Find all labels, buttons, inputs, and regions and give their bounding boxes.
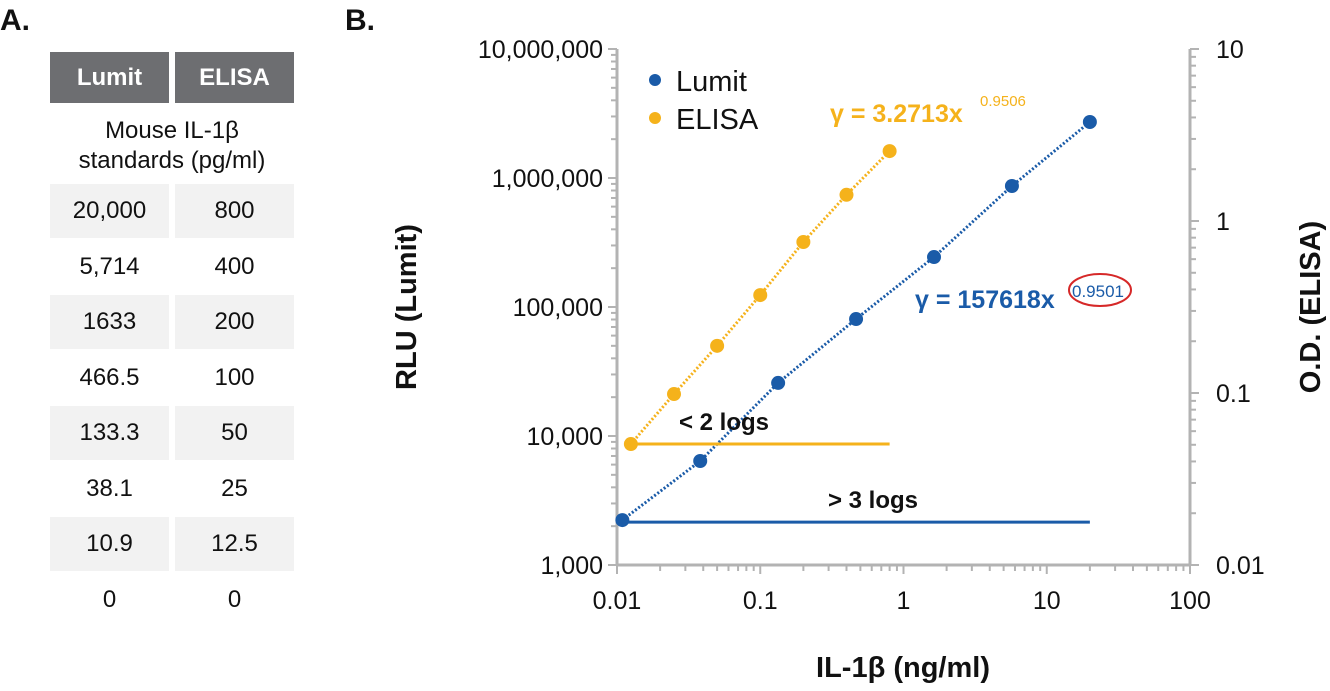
data-point-elisa — [667, 387, 682, 402]
data-point-lumit — [693, 454, 708, 469]
table-cell: 1633 — [50, 295, 169, 349]
data-point-lumit — [849, 312, 864, 327]
y-tick-label: 1,000,000 — [492, 165, 603, 193]
table-cell: 38.1 — [86, 474, 133, 502]
panel-b-label: B. — [345, 4, 375, 37]
data-point-lumit — [1004, 178, 1019, 193]
range-label-lumit: > 3 logs — [828, 487, 918, 514]
data-point-elisa — [839, 187, 854, 202]
legend-label-elisa: ELISA — [676, 104, 759, 136]
data-point-elisa — [882, 144, 897, 159]
subheader-line2: standards (pg/ml) — [78, 147, 266, 174]
x-tick-label: 100 — [1169, 587, 1211, 615]
y2-tick-label: 1 — [1216, 208, 1230, 236]
subheader-line1: Mouse IL-1β — [105, 117, 239, 144]
legend-marker-elisa — [649, 112, 661, 124]
y-tick-label: 10,000,000 — [478, 36, 603, 64]
fit-equation-elisa: γ = 3.2713x — [830, 100, 963, 128]
table-cell: 10.9 — [50, 517, 169, 571]
header-lumit: Lumit — [50, 52, 169, 103]
y2-tick-label: 10 — [1216, 36, 1244, 64]
table-cell: 200 — [175, 295, 294, 349]
y2-axis-label: O.D. (ELISA) — [1295, 221, 1327, 393]
data-point-elisa — [796, 234, 811, 249]
table-cell: 800 — [175, 184, 294, 238]
table-cell: 20,000 — [50, 184, 169, 238]
table-cell: 133.3 — [50, 406, 169, 460]
y-tick-label: 10,000 — [527, 423, 603, 451]
table-cell: 400 — [214, 252, 255, 280]
x-tick-label: 1 — [897, 587, 911, 615]
x-axis-label: IL-1β (ng/ml) — [816, 652, 990, 684]
data-point-elisa — [710, 338, 725, 353]
table-cell: 0 — [102, 585, 117, 613]
panel-a-label: A. — [0, 4, 30, 37]
legend-label-lumit: Lumit — [676, 66, 747, 98]
x-tick-label: 0.1 — [743, 587, 778, 615]
fit-exponent-elisa: 0.9506 — [980, 93, 1026, 110]
legend-marker-lumit — [649, 74, 661, 86]
x-tick-label: 10 — [1033, 587, 1061, 615]
y-tick-label: 1,000 — [540, 552, 603, 580]
y-tick-label: 100,000 — [513, 294, 603, 322]
fit-equation-lumit: γ = 157618x — [915, 286, 1055, 314]
data-point-lumit — [1082, 114, 1097, 129]
fit-exponent-lumit: 0.9501 — [1072, 282, 1124, 301]
data-point-elisa — [753, 288, 768, 303]
data-point-lumit — [615, 513, 630, 528]
table-cell: 0 — [227, 585, 242, 613]
range-label-elisa: < 2 logs — [679, 409, 769, 436]
table-cell: 12.5 — [175, 517, 294, 571]
table-cell: 100 — [214, 363, 255, 391]
data-point-lumit — [771, 375, 786, 390]
x-tick-label: 0.01 — [593, 587, 642, 615]
data-point-lumit — [927, 250, 942, 265]
highlight-circle — [1068, 273, 1132, 307]
table-cell: 50 — [175, 406, 294, 460]
y2-tick-label: 0.1 — [1216, 380, 1251, 408]
y-axis-label: RLU (Lumit) — [391, 224, 423, 390]
table-subheader: Mouse IL-1β standards (pg/ml) — [50, 116, 294, 176]
table-cell: 466.5 — [79, 363, 140, 391]
table-cell: 5,714 — [79, 252, 140, 280]
table-cell: 25 — [221, 474, 248, 502]
y2-tick-label: 0.01 — [1216, 552, 1265, 580]
header-elisa: ELISA — [175, 52, 294, 103]
